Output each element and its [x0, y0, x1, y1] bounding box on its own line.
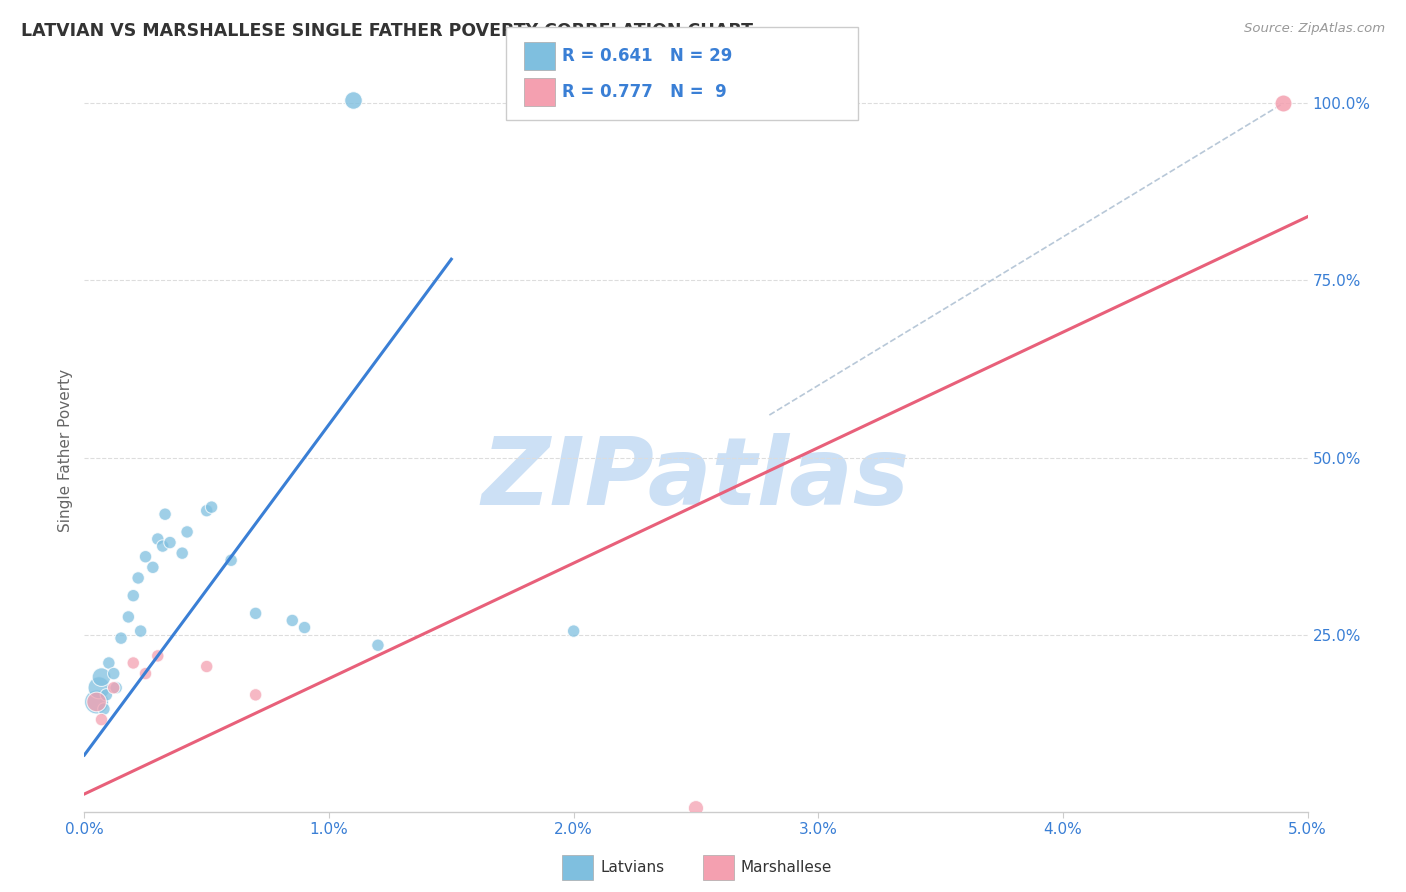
Point: [97, 656, 120, 670]
Point: [1272, 96, 1295, 111]
Point: [245, 688, 267, 702]
Text: ZIPatlas: ZIPatlas: [482, 434, 910, 525]
Point: [219, 553, 242, 567]
Point: [87, 681, 110, 695]
Point: [200, 500, 222, 515]
Point: [122, 589, 145, 603]
Point: [93, 702, 115, 716]
Point: [90, 670, 112, 684]
Point: [294, 621, 316, 635]
Point: [172, 546, 194, 560]
Point: [159, 535, 181, 549]
Point: [146, 648, 169, 663]
Text: Latvians: Latvians: [600, 860, 665, 874]
Point: [152, 539, 174, 553]
Point: [90, 713, 112, 727]
Point: [117, 610, 139, 624]
Text: R = 0.777   N =  9: R = 0.777 N = 9: [562, 83, 727, 101]
Text: R = 0.641   N = 29: R = 0.641 N = 29: [562, 47, 733, 65]
Point: [86, 695, 108, 709]
Point: [135, 666, 157, 681]
Point: [562, 624, 585, 639]
Point: [127, 571, 149, 585]
Point: [153, 507, 176, 521]
Point: [195, 503, 218, 517]
Point: [103, 666, 125, 681]
Point: [122, 656, 145, 670]
Point: [685, 801, 707, 815]
Point: [281, 614, 304, 628]
Point: [129, 624, 152, 639]
Point: [245, 607, 267, 621]
Point: [135, 549, 157, 564]
Point: [105, 681, 128, 695]
Point: [367, 638, 389, 652]
Point: [342, 93, 364, 107]
Point: [146, 532, 169, 546]
Point: [103, 681, 125, 695]
Point: [142, 560, 165, 574]
Point: [96, 688, 118, 702]
Point: [176, 524, 198, 539]
Point: [110, 631, 132, 645]
Text: LATVIAN VS MARSHALLESE SINGLE FATHER POVERTY CORRELATION CHART: LATVIAN VS MARSHALLESE SINGLE FATHER POV…: [21, 22, 754, 40]
Text: Source: ZipAtlas.com: Source: ZipAtlas.com: [1244, 22, 1385, 36]
Point: [86, 695, 108, 709]
Point: [195, 659, 218, 673]
Text: Marshallese: Marshallese: [741, 860, 832, 874]
Y-axis label: Single Father Poverty: Single Father Poverty: [58, 369, 73, 532]
